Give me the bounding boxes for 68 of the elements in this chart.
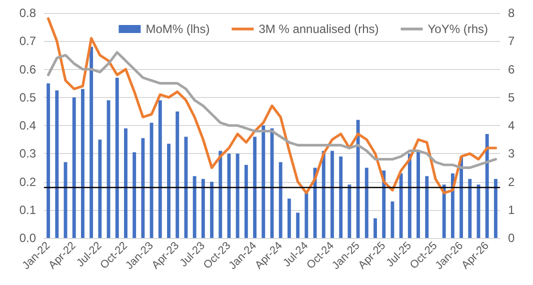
bar bbox=[115, 78, 119, 238]
y2-tick-label: 4 bbox=[508, 118, 515, 132]
legend-label: MoM% (lhs) bbox=[146, 22, 210, 36]
bar bbox=[390, 201, 394, 238]
bar bbox=[46, 83, 50, 238]
y-tick-label: 0.8 bbox=[19, 6, 36, 20]
bar bbox=[176, 111, 180, 238]
y-tick-label: 0.0 bbox=[19, 231, 36, 245]
bar bbox=[253, 136, 257, 238]
bar bbox=[330, 150, 334, 238]
y-tick-label: 0.5 bbox=[19, 90, 36, 104]
y2-tick-label: 0 bbox=[508, 231, 515, 245]
bar bbox=[167, 144, 170, 238]
bar bbox=[339, 156, 343, 238]
bar bbox=[150, 122, 154, 238]
bar bbox=[132, 152, 136, 238]
bar bbox=[304, 193, 308, 238]
bar bbox=[416, 150, 420, 238]
y2-tick-label: 7 bbox=[508, 34, 515, 48]
bar bbox=[364, 168, 368, 238]
bar bbox=[382, 170, 386, 238]
y2-tick-label: 6 bbox=[508, 62, 515, 76]
bar bbox=[408, 154, 412, 238]
bar bbox=[244, 164, 248, 238]
y2-tick-label: 1 bbox=[508, 202, 515, 217]
bar bbox=[468, 178, 472, 238]
bar bbox=[460, 156, 464, 238]
bar bbox=[425, 176, 429, 238]
bar bbox=[348, 184, 352, 238]
y-tick-label: 0.3 bbox=[19, 146, 36, 161]
bar bbox=[158, 100, 162, 238]
y2-tick-label: 8 bbox=[508, 6, 515, 20]
bar bbox=[210, 182, 214, 238]
bar bbox=[374, 218, 377, 238]
bar bbox=[141, 138, 145, 238]
bar bbox=[192, 176, 196, 238]
y2-tick-label: 2 bbox=[508, 174, 515, 189]
bar bbox=[201, 178, 205, 238]
y-tick-label: 0.7 bbox=[19, 34, 36, 48]
y-tick-label: 0.1 bbox=[19, 202, 36, 217]
bar bbox=[262, 126, 266, 238]
bar bbox=[278, 162, 282, 238]
y2-tick-label: 3 bbox=[508, 146, 515, 161]
y2-tick-label: 5 bbox=[508, 90, 515, 104]
bar bbox=[80, 88, 84, 238]
y-tick-label: 0.4 bbox=[19, 118, 36, 132]
bar bbox=[287, 198, 291, 238]
bar bbox=[296, 212, 300, 238]
line-series bbox=[47, 51, 497, 169]
bar bbox=[72, 97, 76, 238]
y-tick-label: 0.2 bbox=[19, 174, 36, 189]
bar bbox=[399, 173, 403, 238]
bar bbox=[90, 46, 94, 238]
bar bbox=[124, 128, 128, 238]
bar bbox=[218, 150, 222, 238]
bar bbox=[55, 90, 59, 238]
line-series bbox=[47, 17, 497, 194]
y-tick-label: 0.6 bbox=[19, 62, 36, 76]
bar bbox=[356, 120, 360, 238]
bar bbox=[485, 134, 489, 238]
bar bbox=[98, 140, 102, 238]
bar bbox=[236, 154, 240, 238]
bar bbox=[494, 178, 498, 238]
legend-label: 3M % annualised (rhs) bbox=[258, 22, 379, 36]
bar bbox=[184, 136, 188, 238]
bar bbox=[322, 150, 326, 238]
bar bbox=[442, 184, 446, 238]
legend-label: YoY% (rhs) bbox=[428, 22, 488, 36]
